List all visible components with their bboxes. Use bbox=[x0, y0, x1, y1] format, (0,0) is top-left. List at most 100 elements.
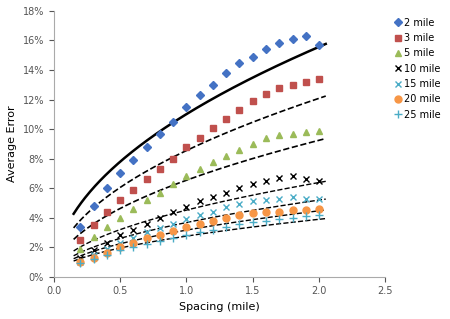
2 mile bbox=[130, 158, 136, 162]
5 mile bbox=[104, 225, 109, 228]
10 mile bbox=[130, 227, 136, 231]
10 mile bbox=[250, 182, 256, 186]
5 mile bbox=[171, 182, 176, 186]
15 mile bbox=[77, 260, 83, 264]
2 mile bbox=[91, 204, 96, 208]
5 mile bbox=[290, 132, 295, 136]
5 mile bbox=[237, 148, 242, 152]
2 mile bbox=[197, 93, 202, 97]
5 mile bbox=[303, 130, 309, 134]
5 mile bbox=[130, 207, 136, 211]
25 mile bbox=[157, 240, 162, 243]
5 mile bbox=[224, 154, 229, 158]
20 mile bbox=[117, 245, 123, 249]
3 mile bbox=[157, 167, 162, 171]
3 mile bbox=[184, 145, 189, 149]
25 mile bbox=[224, 225, 229, 228]
15 mile bbox=[210, 210, 216, 214]
15 mile bbox=[117, 241, 123, 245]
Line: 15 mile: 15 mile bbox=[77, 194, 323, 265]
15 mile bbox=[316, 197, 322, 200]
10 mile bbox=[157, 216, 162, 219]
15 mile bbox=[250, 200, 256, 204]
15 mile bbox=[290, 195, 295, 199]
15 mile bbox=[104, 247, 109, 251]
5 mile bbox=[91, 235, 96, 239]
15 mile bbox=[303, 197, 309, 200]
5 mile bbox=[250, 142, 256, 146]
2 mile bbox=[117, 172, 123, 175]
Line: 5 mile: 5 mile bbox=[77, 127, 323, 252]
20 mile bbox=[224, 216, 229, 219]
2 mile bbox=[104, 186, 109, 190]
10 mile bbox=[197, 200, 202, 204]
20 mile bbox=[303, 208, 309, 212]
3 mile bbox=[117, 198, 123, 202]
10 mile bbox=[184, 205, 189, 209]
20 mile bbox=[91, 256, 96, 259]
2 mile bbox=[250, 55, 256, 59]
10 mile bbox=[263, 179, 269, 183]
2 mile bbox=[157, 132, 162, 136]
10 mile bbox=[277, 176, 282, 180]
25 mile bbox=[197, 231, 202, 234]
2 mile bbox=[277, 41, 282, 45]
10 mile bbox=[91, 248, 96, 252]
20 mile bbox=[263, 210, 269, 214]
20 mile bbox=[130, 241, 136, 245]
15 mile bbox=[130, 236, 136, 240]
25 mile bbox=[117, 248, 123, 252]
20 mile bbox=[316, 207, 322, 211]
20 mile bbox=[184, 225, 189, 228]
3 mile bbox=[104, 210, 109, 214]
2 mile bbox=[171, 120, 176, 124]
3 mile bbox=[316, 77, 322, 81]
3 mile bbox=[263, 92, 269, 96]
25 mile bbox=[290, 216, 295, 219]
20 mile bbox=[237, 213, 242, 217]
15 mile bbox=[144, 231, 149, 234]
3 mile bbox=[224, 117, 229, 121]
3 mile bbox=[197, 136, 202, 140]
10 mile bbox=[104, 241, 109, 245]
Line: 3 mile: 3 mile bbox=[77, 75, 323, 243]
20 mile bbox=[290, 208, 295, 212]
15 mile bbox=[237, 203, 242, 206]
3 mile bbox=[210, 126, 216, 130]
15 mile bbox=[171, 222, 176, 226]
10 mile bbox=[316, 179, 322, 183]
15 mile bbox=[277, 197, 282, 200]
2 mile bbox=[290, 37, 295, 41]
3 mile bbox=[290, 83, 295, 87]
10 mile bbox=[224, 191, 229, 195]
10 mile bbox=[144, 222, 149, 226]
Line: 10 mile: 10 mile bbox=[77, 173, 323, 261]
15 mile bbox=[157, 226, 162, 230]
20 mile bbox=[171, 229, 176, 233]
2 mile bbox=[316, 43, 322, 47]
5 mile bbox=[263, 136, 269, 140]
5 mile bbox=[77, 247, 83, 251]
2 mile bbox=[303, 34, 309, 38]
15 mile bbox=[197, 213, 202, 217]
5 mile bbox=[197, 167, 202, 171]
3 mile bbox=[144, 177, 149, 181]
25 mile bbox=[104, 253, 109, 256]
5 mile bbox=[277, 133, 282, 137]
20 mile bbox=[157, 234, 162, 237]
15 mile bbox=[91, 253, 96, 256]
25 mile bbox=[263, 219, 269, 223]
25 mile bbox=[250, 220, 256, 224]
3 mile bbox=[250, 99, 256, 103]
25 mile bbox=[144, 242, 149, 246]
5 mile bbox=[210, 160, 216, 164]
3 mile bbox=[237, 108, 242, 112]
Legend: 2 mile, 3 mile, 5 mile, 10 mile, 15 mile, 20 mile, 25 mile: 2 mile, 3 mile, 5 mile, 10 mile, 15 mile… bbox=[394, 16, 443, 122]
25 mile bbox=[171, 236, 176, 240]
3 mile bbox=[277, 86, 282, 90]
10 mile bbox=[210, 195, 216, 199]
2 mile bbox=[210, 83, 216, 87]
25 mile bbox=[277, 217, 282, 221]
25 mile bbox=[77, 262, 83, 265]
25 mile bbox=[91, 257, 96, 261]
